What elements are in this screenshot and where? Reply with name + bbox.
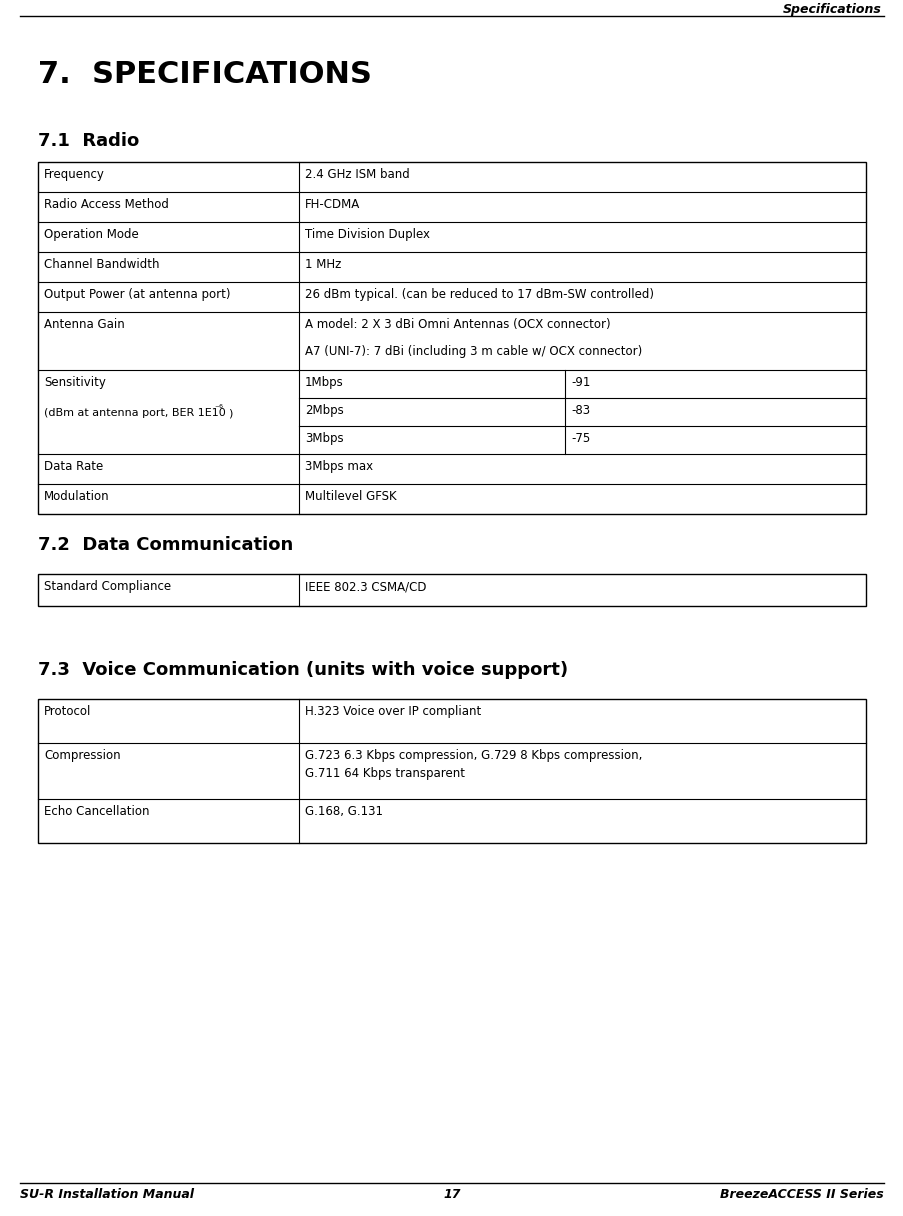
Text: G.711 64 Kbps transparent: G.711 64 Kbps transparent — [304, 767, 464, 779]
Text: 7.2  Data Communication: 7.2 Data Communication — [38, 536, 293, 554]
Text: 2.4 GHz ISM band: 2.4 GHz ISM band — [304, 168, 409, 181]
Text: Radio Access Method: Radio Access Method — [44, 198, 169, 212]
Text: Channel Bandwidth: Channel Bandwidth — [44, 258, 159, 271]
Text: 7.  SPECIFICATIONS: 7. SPECIFICATIONS — [38, 60, 371, 89]
Text: BreezeACCESS II Series: BreezeACCESS II Series — [720, 1188, 883, 1201]
Text: Data Rate: Data Rate — [44, 460, 103, 473]
Text: (dBm at antenna port, BER 1E10: (dBm at antenna port, BER 1E10 — [44, 409, 226, 418]
Text: Modulation: Modulation — [44, 490, 109, 503]
Text: Compression: Compression — [44, 749, 120, 762]
Text: G.168, G.131: G.168, G.131 — [304, 805, 382, 818]
Text: 1Mbps: 1Mbps — [304, 376, 343, 389]
Text: Antenna Gain: Antenna Gain — [44, 319, 125, 331]
Text: Output Power (at antenna port): Output Power (at antenna port) — [44, 288, 230, 302]
Text: Time Division Duplex: Time Division Duplex — [304, 229, 429, 241]
Text: 17: 17 — [442, 1188, 461, 1201]
Text: -83: -83 — [571, 404, 590, 417]
Text: Specifications: Specifications — [782, 2, 881, 16]
Text: A model: 2 X 3 dBi Omni Antennas (OCX connector): A model: 2 X 3 dBi Omni Antennas (OCX co… — [304, 319, 610, 331]
Text: 7.1  Radio: 7.1 Radio — [38, 133, 139, 150]
Text: -75: -75 — [571, 432, 590, 445]
Bar — [38, 574, 865, 606]
Text: -91: -91 — [571, 376, 591, 389]
Bar — [38, 162, 865, 514]
Text: Standard Compliance: Standard Compliance — [44, 580, 171, 593]
Text: Sensitivity: Sensitivity — [44, 376, 106, 389]
Text: 3Mbps: 3Mbps — [304, 432, 343, 445]
Text: ⁻⁶: ⁻⁶ — [214, 404, 223, 413]
Text: 7.3  Voice Communication (units with voice support): 7.3 Voice Communication (units with voic… — [38, 662, 567, 679]
Text: Multilevel GFSK: Multilevel GFSK — [304, 490, 396, 503]
Text: 1 MHz: 1 MHz — [304, 258, 340, 271]
Text: Operation Mode: Operation Mode — [44, 229, 138, 241]
Text: 2Mbps: 2Mbps — [304, 404, 343, 417]
Bar — [38, 699, 865, 843]
Text: ): ) — [228, 409, 232, 418]
Text: FH-CDMA: FH-CDMA — [304, 198, 359, 212]
Text: IEEE 802.3 CSMA/CD: IEEE 802.3 CSMA/CD — [304, 580, 426, 593]
Text: Frequency: Frequency — [44, 168, 105, 181]
Text: 26 dBm typical. (can be reduced to 17 dBm-SW controlled): 26 dBm typical. (can be reduced to 17 dB… — [304, 288, 653, 302]
Text: Echo Cancellation: Echo Cancellation — [44, 805, 149, 818]
Text: Protocol: Protocol — [44, 705, 91, 717]
Text: 3Mbps max: 3Mbps max — [304, 460, 373, 473]
Text: H.323 Voice over IP compliant: H.323 Voice over IP compliant — [304, 705, 480, 717]
Text: SU-R Installation Manual: SU-R Installation Manual — [20, 1188, 194, 1201]
Text: A7 (UNI-7): 7 dBi (including 3 m cable w/ OCX connector): A7 (UNI-7): 7 dBi (including 3 m cable w… — [304, 345, 641, 358]
Text: G.723 6.3 Kbps compression, G.729 8 Kbps compression,: G.723 6.3 Kbps compression, G.729 8 Kbps… — [304, 749, 641, 762]
